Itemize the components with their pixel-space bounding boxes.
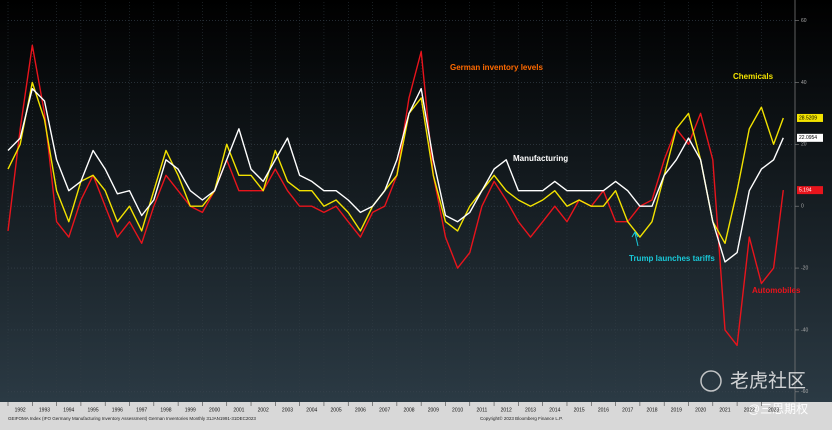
- last-value-label: 28.5209: [799, 115, 817, 121]
- x-tick-label: 2000: [209, 407, 220, 413]
- x-tick-label: 1998: [160, 407, 171, 413]
- x-tick-label: 2012: [501, 407, 512, 413]
- x-tick-label: 2004: [306, 407, 317, 413]
- x-tick-label: 2013: [525, 407, 536, 413]
- annotation-arrow: [634, 232, 639, 247]
- y-tick-label: 40: [801, 80, 807, 86]
- footer-bar: [0, 402, 832, 430]
- footer-source: GEIFOMA Index (IFO Germany Manufacturing…: [8, 416, 256, 421]
- x-tick-label: 2022: [744, 407, 755, 413]
- x-tick-label: 1993: [39, 407, 50, 413]
- x-tick-label: 1999: [185, 407, 196, 413]
- x-tick-label: 2005: [331, 407, 342, 413]
- x-tick-label: 1995: [87, 407, 98, 413]
- x-tick-label: 1997: [136, 407, 147, 413]
- x-tick-label: 2021: [719, 407, 730, 413]
- x-tick-label: 2003: [282, 407, 293, 413]
- y-tick-label: 20: [801, 142, 807, 148]
- x-tick-label: 2001: [233, 407, 244, 413]
- last-value-label: 5.194: [799, 187, 812, 193]
- watermark: 老虎社区: [730, 370, 806, 392]
- plot-background: [0, 0, 832, 402]
- x-tick-label: 2019: [671, 407, 682, 413]
- y-tick-label: -40: [801, 327, 808, 333]
- last-value-box: [797, 113, 823, 122]
- x-tick-label: 2009: [428, 407, 439, 413]
- last-value-box: [797, 133, 823, 142]
- last-value-box: [797, 186, 823, 195]
- x-tick-label: 2015: [574, 407, 585, 413]
- annotation-arrowhead: [631, 231, 639, 238]
- watermark-handle: @三思期权: [748, 402, 808, 416]
- x-tick-label: 1996: [112, 407, 123, 413]
- x-tick-label: 2020: [695, 407, 706, 413]
- series-label: Automobiles: [752, 286, 801, 295]
- series-line: [7, 81, 784, 244]
- x-tick-label: 2017: [622, 407, 633, 413]
- x-tick-label: 2018: [646, 407, 657, 413]
- x-tick-label: 2023: [768, 407, 779, 413]
- series-line: [7, 87, 784, 263]
- series-label: Chemicals: [733, 72, 774, 81]
- x-tick-label: 2016: [598, 407, 609, 413]
- y-tick-label: -60: [801, 389, 808, 395]
- watermark-logo: [700, 370, 722, 392]
- x-tick-label: 2010: [452, 407, 463, 413]
- x-tick-label: 2011: [477, 407, 488, 413]
- chart-title: German inventory levels: [450, 63, 543, 72]
- last-value-label: 22.0954: [799, 135, 817, 141]
- series-label: Manufacturing: [513, 154, 568, 163]
- x-tick-label: 1992: [15, 407, 26, 413]
- x-tick-label: 2014: [549, 407, 560, 413]
- y-tick-label: -20: [801, 265, 808, 271]
- y-tick-label: 0: [801, 204, 804, 210]
- x-tick-label: 2002: [258, 407, 269, 413]
- plot: -60 -40 -20 0 20 40 60: [7, 2, 808, 398]
- annotation: Trump launches tariffs: [629, 254, 715, 263]
- x-tick-label: 2008: [403, 407, 414, 413]
- footer-copyright: Copyright© 2023 Bloomberg Finance L.P.: [480, 415, 563, 421]
- y-tick-label: 60: [801, 18, 807, 24]
- x-tick-label: 2007: [379, 407, 390, 413]
- x-tick-label: 2006: [355, 407, 366, 413]
- x-tick-label: 1994: [63, 407, 74, 413]
